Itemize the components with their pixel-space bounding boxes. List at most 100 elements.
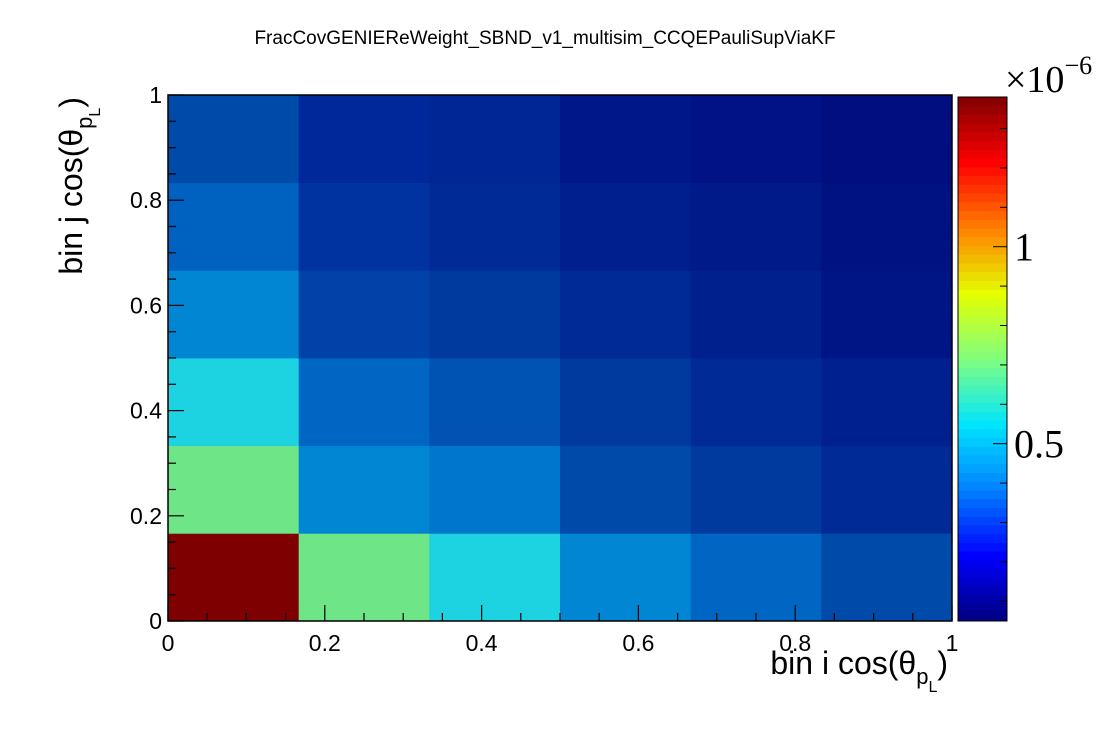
heatmap-cell-2-2	[429, 358, 561, 447]
heatmap-cell-2-3	[429, 270, 561, 359]
heatmap-cell-0-3	[168, 270, 300, 359]
heatmap-cell-2-0	[429, 533, 561, 622]
y-tick-label-0: 0	[149, 608, 162, 634]
colorbar-step	[958, 193, 1007, 203]
heatmap-cell-0-0	[168, 533, 300, 622]
colorbar-step	[958, 350, 1007, 360]
colorbar-step	[958, 481, 1007, 491]
x-tick-label-1: 0.2	[309, 630, 341, 656]
colorbar-step	[958, 306, 1007, 316]
colorbar-step	[958, 114, 1007, 124]
x-tick-label-2: 0.4	[466, 630, 498, 656]
colorbar-step	[958, 490, 1007, 500]
x-axis-label-prefix: bin i cos(θ	[770, 645, 916, 681]
colorbar-step	[958, 201, 1007, 212]
y-axis-label-sub: p	[72, 117, 97, 129]
chart-title: FracCovGENIEReWeight_SBND_v1_multisim_CC…	[254, 28, 835, 49]
x-tick-label-4: 0.8	[779, 630, 811, 656]
colorbar-step	[958, 594, 1007, 605]
colorbar-step	[958, 446, 1007, 456]
colorbar-multiplier-exp: −6	[1064, 51, 1092, 80]
heatmap-cell-3-0	[560, 533, 692, 622]
y-tick-label-1: 0.2	[130, 503, 162, 529]
colorbar-multiplier: ×10−6	[1005, 51, 1092, 101]
heatmap-cell-0-2	[168, 358, 300, 447]
colorbar-step	[958, 262, 1007, 273]
x-tick-label-3: 0.6	[622, 630, 654, 656]
colorbar-step	[958, 463, 1007, 474]
colorbar-step	[958, 428, 1007, 439]
colorbar-step	[958, 385, 1007, 395]
colorbar-step	[958, 123, 1007, 133]
colorbar-step	[958, 586, 1007, 596]
colorbar-step	[958, 158, 1007, 168]
colorbar-frame	[957, 96, 1008, 622]
colorbar-step	[958, 289, 1007, 299]
heatmap-cell-4-4	[690, 182, 822, 271]
heatmap-cell-1-4	[298, 182, 430, 271]
heatmap-cell-1-5	[298, 95, 430, 184]
heatmap-cell-5-2	[821, 358, 953, 447]
colorbar-step	[958, 577, 1007, 587]
heatmap-cell-3-2	[560, 358, 692, 447]
colorbar-step	[958, 402, 1007, 412]
y-axis-label-prefix: bin j cos(θ	[53, 129, 89, 275]
colorbar-step	[958, 420, 1007, 430]
colorbar-step	[958, 498, 1007, 508]
heatmap-cell-2-5	[429, 95, 561, 184]
heatmap-cell-1-1	[298, 445, 430, 534]
heatmap-cell-2-4	[429, 182, 561, 271]
colorbar-step	[958, 140, 1007, 150]
colorbar: 0.51	[957, 96, 1064, 622]
heatmap-cell-2-1	[429, 445, 561, 534]
colorbar-step	[958, 245, 1007, 255]
colorbar-step	[958, 97, 1007, 107]
colorbar-tick-label-1: 1	[1014, 225, 1034, 270]
y-axis-label: bin j cos(θpL)	[53, 97, 104, 275]
colorbar-step	[958, 254, 1007, 264]
y-tick-label-2: 0.4	[130, 398, 162, 424]
x-tick-label-0: 0	[162, 630, 175, 656]
x-axis-label: bin i cos(θpL)	[770, 645, 948, 696]
x-axis-label-suffix: )	[937, 645, 948, 681]
colorbar-step	[958, 228, 1007, 238]
heatmap-cell-5-3	[821, 270, 953, 359]
colorbar-step	[958, 324, 1007, 334]
x-axis: 0 0.2 0.4 0.6 0.8 1	[162, 605, 959, 656]
heatmap-cell-3-4	[560, 182, 692, 271]
y-axis-label-suffix: )	[53, 97, 89, 108]
colorbar-step	[958, 236, 1007, 246]
heatmap-cells	[168, 95, 953, 622]
colorbar-step	[958, 131, 1007, 142]
heatmap-cell-4-2	[690, 358, 822, 447]
colorbar-step	[958, 219, 1007, 229]
colorbar-step	[958, 332, 1007, 343]
heatmap-cell-5-5	[821, 95, 953, 184]
y-axis: 0 0.2 0.4 0.6 0.8 1	[130, 82, 184, 634]
x-axis-label-sub: p	[916, 664, 928, 689]
colorbar-step	[958, 559, 1007, 570]
colorbar-step	[958, 603, 1007, 613]
colorbar-step	[958, 184, 1007, 194]
colorbar-step	[958, 524, 1007, 535]
colorbar-step	[958, 210, 1007, 220]
heatmap-cell-5-4	[821, 182, 953, 271]
colorbar-step	[958, 393, 1007, 404]
heatmap-cell-4-5	[690, 95, 822, 184]
colorbar-step	[958, 367, 1007, 377]
heatmap-cell-3-5	[560, 95, 692, 184]
colorbar-step	[958, 455, 1007, 465]
colorbar-step	[958, 359, 1007, 369]
colorbar-step	[958, 516, 1007, 526]
y-axis-label-group: bin j cos(θpL)	[53, 97, 104, 275]
heatmap-cell-1-0	[298, 533, 430, 622]
colorbar-step	[958, 542, 1007, 552]
x-tick-label-5: 1	[946, 630, 959, 656]
heatmap-cell-3-1	[560, 445, 692, 534]
heatmap-cell-5-0	[821, 533, 953, 622]
colorbar-step	[958, 551, 1007, 561]
colorbar-step	[958, 297, 1007, 308]
heatmap-cell-0-4	[168, 182, 300, 271]
y-tick-label-3: 0.6	[130, 292, 162, 318]
